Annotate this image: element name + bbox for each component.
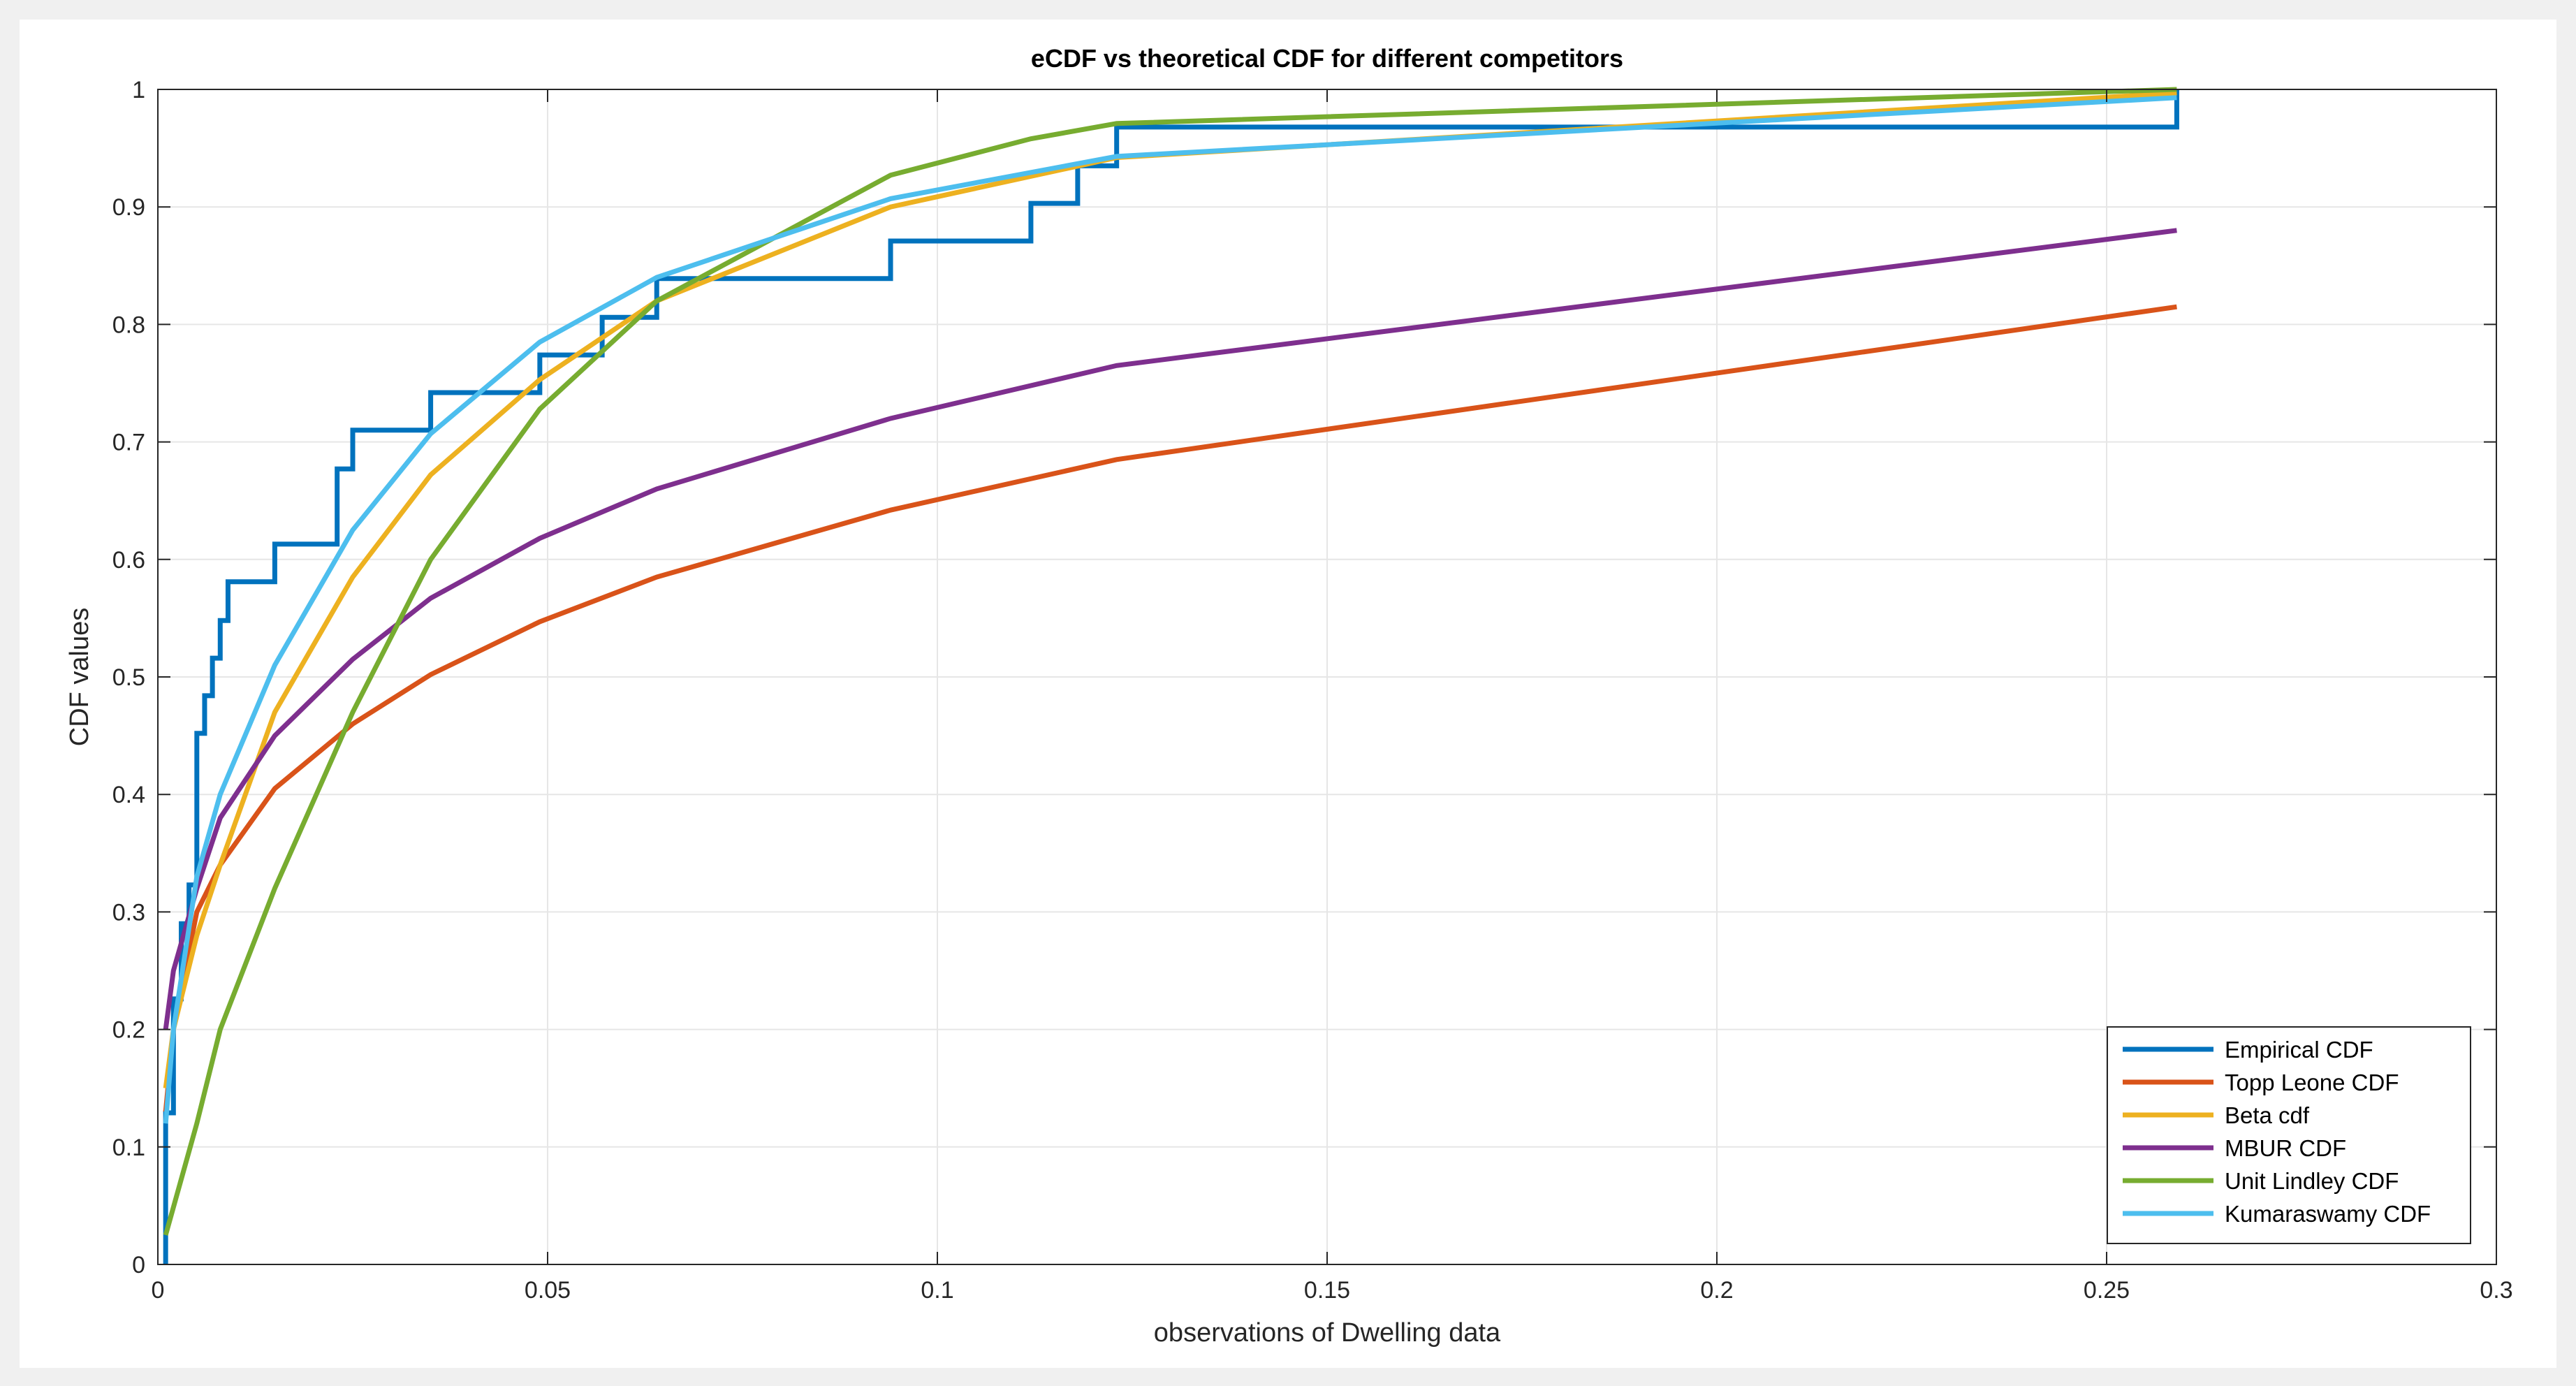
y-tick-label: 0.5 bbox=[112, 664, 145, 691]
legend-label: Topp Leone CDF bbox=[2225, 1070, 2399, 1095]
x-tick-label: 0.15 bbox=[1304, 1277, 1350, 1304]
legend: Empirical CDF Topp Leone CDF Beta cdf MBUR … bbox=[2107, 1026, 2471, 1244]
x-tick-label: 0.2 bbox=[1700, 1277, 1733, 1304]
x-tick-label: 0.3 bbox=[2480, 1277, 2512, 1304]
series-line-empirical-cdf bbox=[163, 89, 2179, 1264]
legend-box bbox=[2107, 1026, 2471, 1244]
series-line-topp-leone-cdf bbox=[163, 304, 2177, 1112]
axis-ticks: 0 0.05 0.1 0.15 0.2 0.25 0.3 0 0.1 0.2 0.3 0.4 0.5 0.… bbox=[112, 77, 2513, 1304]
y-tick-label: 1 bbox=[132, 77, 145, 103]
x-tick-label: 0.25 bbox=[2084, 1277, 2130, 1304]
legend-label: Unit Lindley CDF bbox=[2225, 1168, 2399, 1194]
y-tick-label: 0.4 bbox=[112, 782, 145, 808]
x-axis-label: observations of Dwelling data bbox=[1154, 1318, 1501, 1348]
x-tick-label: 0.1 bbox=[921, 1277, 953, 1304]
y-tick-label: 0 bbox=[132, 1252, 145, 1278]
legend-label: Beta cdf bbox=[2225, 1102, 2310, 1128]
y-tick-label: 0.7 bbox=[112, 430, 145, 456]
x-tick-label: 0 bbox=[152, 1277, 165, 1304]
y-tick-label: 0.8 bbox=[112, 312, 145, 338]
series-line-beta-cdf bbox=[163, 90, 2177, 1089]
series-line-kumaraswamy-cdf bbox=[163, 95, 2177, 1124]
legend-label: Empirical CDF bbox=[2225, 1037, 2373, 1063]
y-tick-label: 0.2 bbox=[112, 1017, 145, 1044]
y-tick-label: 0.9 bbox=[112, 194, 145, 221]
y-tick-label: 0.6 bbox=[112, 547, 145, 574]
y-tick-label: 0.1 bbox=[112, 1135, 145, 1161]
x-tick-label: 0.05 bbox=[525, 1277, 571, 1304]
series-layer bbox=[163, 87, 2179, 1264]
series-line-unit-lindley-cdf bbox=[163, 87, 2177, 1236]
legend-label: MBUR CDF bbox=[2225, 1135, 2346, 1161]
legend-label: Kumaraswamy CDF bbox=[2225, 1201, 2431, 1227]
chart-title: eCDF vs theoretical CDF for different co… bbox=[1031, 44, 1623, 73]
y-axis-label: CDF values bbox=[65, 608, 94, 747]
y-tick-label: 0.3 bbox=[112, 899, 145, 926]
